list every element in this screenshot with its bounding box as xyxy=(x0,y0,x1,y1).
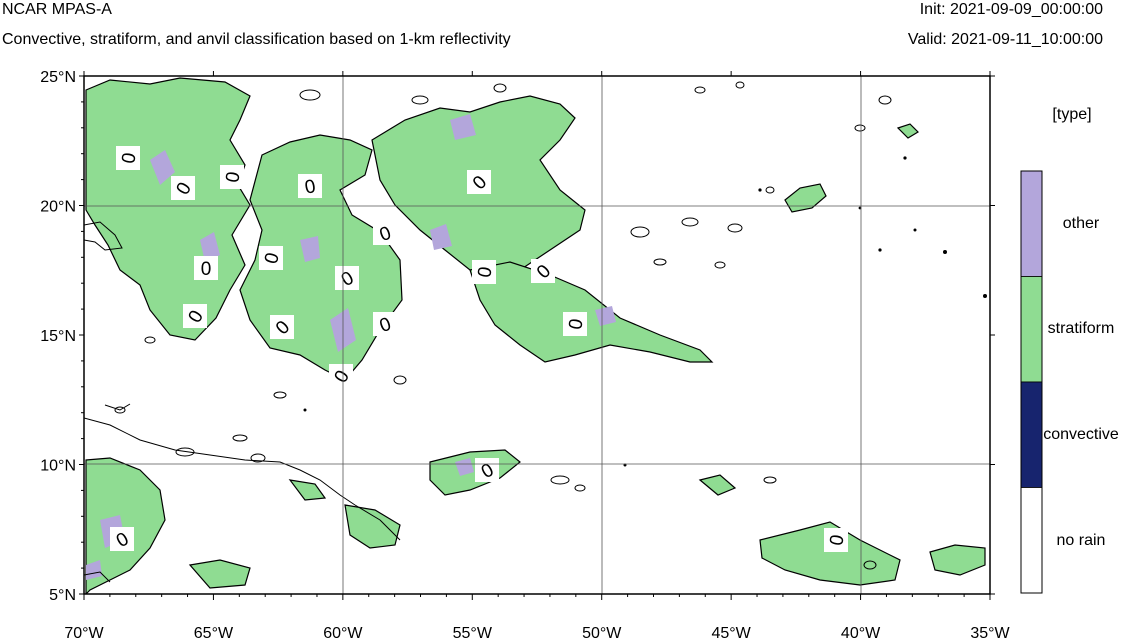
legend-swatch xyxy=(1020,487,1043,594)
legend-frame xyxy=(1020,170,1043,594)
svg-text:0: 0 xyxy=(222,170,245,184)
stratiform-region xyxy=(344,504,401,549)
contour-label-zero: 0 xyxy=(531,259,555,283)
lat-tick-label: 15°N xyxy=(40,328,76,345)
legend-label-stratiform: stratiform xyxy=(1047,320,1115,337)
stratiform-region xyxy=(784,183,827,213)
lat-axis: 25°N 20°N 15°N 10°N 5°N xyxy=(40,69,76,604)
dot-cells xyxy=(303,156,987,467)
lon-tick-label: 40°W xyxy=(841,625,881,641)
scattered-contours xyxy=(114,81,892,570)
contour-label-zero: 0 xyxy=(563,312,588,336)
legend-colorbar xyxy=(1020,170,1043,594)
other-region xyxy=(200,232,220,262)
lon-tick-label: 70°W xyxy=(64,625,104,641)
legend-swatch xyxy=(1020,170,1043,277)
other-region xyxy=(595,306,616,326)
svg-text:0: 0 xyxy=(474,265,497,279)
valid-time: Valid: 2021-09-11_10:00:00 xyxy=(907,31,1103,48)
contour-label-zero: 0 xyxy=(270,315,294,339)
stratiform-region xyxy=(759,521,901,586)
contour-label-zero: 0 xyxy=(194,256,218,280)
other-region xyxy=(430,224,452,250)
legend-label-other: other xyxy=(1062,215,1100,232)
precipitation-classification-field: 0 0 0 0 0 0 0 0 0 0 0 0 0 0 0 0 0 0 0 xyxy=(84,77,987,594)
contour-label-zero: 0 xyxy=(171,176,196,200)
stratiform-region xyxy=(896,123,919,139)
stratiform-region xyxy=(698,474,737,496)
lon-tick-label: 60°W xyxy=(323,625,363,641)
coastline xyxy=(84,221,401,583)
lon-tick-label: 65°W xyxy=(194,625,234,641)
contour-label-zero: 0 xyxy=(220,165,245,189)
map-subtitle: Convective, stratiform, and anvil classi… xyxy=(2,31,511,48)
contour-labels: 0 0 0 0 0 0 0 0 0 0 0 0 0 0 0 0 0 0 0 xyxy=(110,146,849,552)
map-title: NCAR MPAS-A xyxy=(2,1,112,18)
contour-label-zero: 0 xyxy=(110,527,134,552)
lon-tick-label: 55°W xyxy=(453,625,493,641)
lat-tick-label: 5°N xyxy=(49,587,76,604)
contour-label-zero: 0 xyxy=(116,146,141,170)
svg-text:0: 0 xyxy=(565,317,588,331)
lon-tick-label: 50°W xyxy=(582,625,622,641)
contour-label-zero: 0 xyxy=(183,304,208,328)
other-region xyxy=(150,150,175,185)
legend-title: [type] xyxy=(1052,106,1092,123)
stratiform-region xyxy=(85,457,166,594)
svg-text:0: 0 xyxy=(826,533,849,547)
lat-tick-label: 25°N xyxy=(40,69,76,86)
contour-label-zero: 0 xyxy=(373,221,397,246)
axis-ticks xyxy=(79,71,995,600)
legend-swatch xyxy=(1020,381,1043,488)
contour-label-zero: 0 xyxy=(298,174,322,199)
lon-axis: 70°W 65°W 60°W 55°W 50°W 45°W 40°W 35°W xyxy=(64,625,1010,641)
init-time: Init: 2021-09-09_00:00:00 xyxy=(919,1,1103,18)
contour-label-zero: 0 xyxy=(329,364,354,388)
other-region xyxy=(450,114,476,140)
other-region xyxy=(455,458,474,476)
svg-text:0: 0 xyxy=(261,251,284,267)
stratiform-region xyxy=(188,559,251,589)
contour-label-zero: 0 xyxy=(335,266,359,291)
other-region xyxy=(86,560,102,580)
contour-label-zero: 0 xyxy=(373,312,397,337)
contour-label-zero: 0 xyxy=(467,170,491,194)
lat-tick-label: 10°N xyxy=(40,458,76,475)
lat-tick-label: 20°N xyxy=(40,199,76,216)
graticule xyxy=(84,76,990,594)
legend-label-no-rain: no rain xyxy=(1056,532,1106,549)
lon-tick-label: 35°W xyxy=(970,625,1010,641)
stratiform-region xyxy=(929,544,986,576)
stratiform-region xyxy=(469,261,714,363)
contour-label-zero: 0 xyxy=(824,528,849,552)
contour-label-zero: 0 xyxy=(259,246,284,270)
lon-tick-label: 45°W xyxy=(711,625,751,641)
contour-label-zero: 0 xyxy=(472,260,497,284)
contour-label-zero: 0 xyxy=(475,458,499,483)
legend-label-convective: convective xyxy=(1043,426,1119,443)
other-region xyxy=(300,236,320,262)
svg-text:0: 0 xyxy=(118,151,141,165)
svg-text:0: 0 xyxy=(201,259,212,280)
svg-text:0: 0 xyxy=(303,176,317,199)
legend-swatch xyxy=(1020,276,1043,383)
stratiform-region xyxy=(85,77,251,341)
stratiform-region xyxy=(288,479,327,501)
